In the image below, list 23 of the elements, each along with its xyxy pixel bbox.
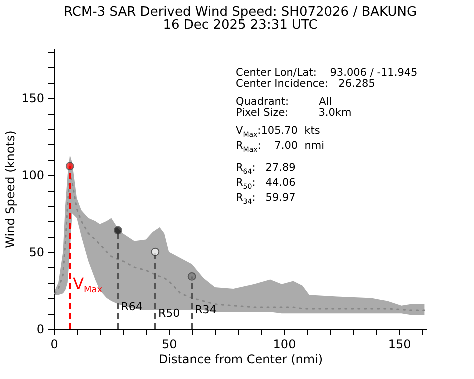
y-axis-title: Wind Speed (knots) xyxy=(4,130,18,248)
y-tick-label: 50 xyxy=(29,246,44,260)
y-tick-label: 150 xyxy=(22,92,44,106)
annotation: R64 xyxy=(121,300,143,314)
annotation: R50 xyxy=(158,307,180,320)
point xyxy=(188,272,196,281)
annotation: R34 xyxy=(195,304,217,317)
chart-title: RCM-3 SAR Derived Wind Speed: SH072026 / BAKUNG xyxy=(64,5,418,20)
chart-subtitle: 16 Dec 2025 23:31 UTC xyxy=(163,18,318,34)
point xyxy=(151,248,160,256)
y-tick-label: 100 xyxy=(22,168,44,183)
x-tick-label: 100 xyxy=(273,338,296,352)
x-tick-label: 50 xyxy=(162,338,178,352)
annotation: Quadrant: All Pixel Size: 3.0km xyxy=(236,96,353,119)
annotation: Center Lon/Lat: 93.006 / -11.945 Center Incidence: 26.285 xyxy=(236,67,418,90)
x-tick-label: 150 xyxy=(388,338,412,352)
x-tick-label: 0 xyxy=(50,338,58,352)
y-tick-label: 0 xyxy=(36,322,44,336)
x-axis-title: Distance from Center (nmi) xyxy=(158,352,324,366)
text: V$_{Max}$:105.70 kts R$_{Max}$: 7.00 nmi xyxy=(236,125,325,154)
point xyxy=(114,226,122,235)
text: R$_{64}$: 27.89 R$_{50}$: 44.06 R$_{34}$: 59.97 xyxy=(236,162,296,206)
point xyxy=(66,162,74,171)
